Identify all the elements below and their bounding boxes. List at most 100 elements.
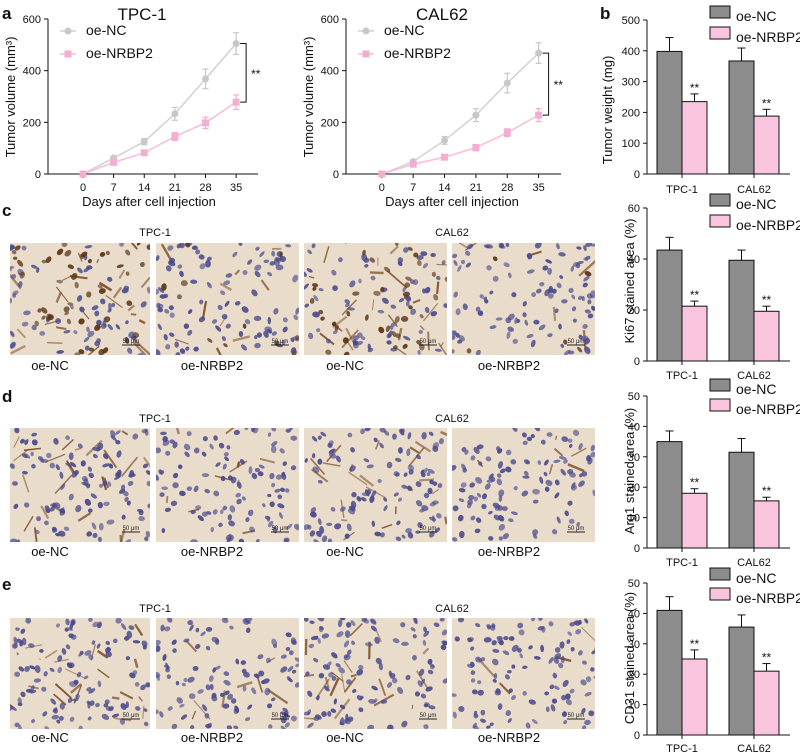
cell-nucleus (116, 264, 124, 269)
scale-bar-label: 50 μm (123, 713, 140, 719)
cell-nucleus (23, 439, 28, 445)
cell-nucleus (430, 253, 436, 258)
cell-nucleus (439, 618, 445, 622)
cell-nucleus (279, 448, 285, 454)
bar-chart-e: 0 10 20 30 40 50 ** ** (628, 567, 790, 742)
cell-nucleus (484, 483, 491, 490)
cell-nucleus (386, 681, 393, 688)
cell-nucleus (526, 436, 533, 442)
cell-nucleus (45, 256, 52, 263)
cell-nucleus (218, 442, 225, 449)
legend-swatch-nc (709, 193, 731, 207)
cell-nucleus (466, 348, 472, 354)
cell-nucleus (19, 438, 25, 444)
cell-nucleus (458, 487, 466, 493)
cell-nucleus (412, 634, 417, 639)
cell-nucleus (498, 243, 505, 249)
y-tick-label: 0 (333, 169, 339, 181)
micrograph-tissue (304, 243, 447, 355)
stain-strand (259, 457, 276, 464)
cell-nucleus (558, 323, 562, 330)
cell-nucleus (400, 316, 409, 322)
cell-nucleus (103, 501, 110, 507)
cell-nucleus (157, 307, 164, 313)
micrograph-layer: 50 μm 50 μm 50 μm 50 μm 50 μm 50 μm 50 μm 50 μm… (10, 243, 595, 729)
cell-nucleus (410, 627, 416, 632)
scale-bar-label: 50 μm (272, 526, 289, 532)
cell-nucleus (403, 472, 408, 477)
cell-nucleus (287, 666, 294, 672)
cell-nucleus (202, 436, 208, 442)
cell-nucleus (234, 300, 241, 306)
cell-nucleus (414, 691, 421, 697)
cell-nucleus (96, 621, 102, 629)
cell-nucleus (127, 480, 134, 486)
stain-strand (371, 299, 375, 311)
micro-e-group-cal62: CAL62 (435, 603, 469, 615)
cell-nucleus (22, 470, 28, 475)
cell-nucleus (550, 704, 556, 712)
cell-nucleus (462, 467, 467, 473)
cell-nucleus (97, 536, 102, 542)
cell-nucleus (364, 642, 373, 647)
cell-nucleus (363, 618, 370, 624)
stain-strand (130, 313, 137, 316)
cell-nucleus (532, 529, 539, 536)
cell-nucleus (10, 245, 16, 250)
stain-strand (350, 673, 357, 678)
stain-strand (16, 328, 26, 339)
cell-nucleus (524, 319, 529, 326)
cell-nucleus (230, 698, 237, 704)
cell-nucleus (179, 490, 186, 497)
cell-nucleus (321, 711, 327, 717)
cell-nucleus (156, 474, 160, 481)
cell-nucleus (315, 714, 322, 720)
cell-nucleus (587, 299, 592, 305)
cell-nucleus (385, 325, 390, 333)
x-tick-label: 35 (532, 182, 544, 194)
micrograph-d-3: 50 μm (452, 428, 595, 542)
y-tick-label: 200 (321, 117, 339, 129)
cell-nucleus (94, 324, 101, 331)
cell-nucleus (17, 259, 24, 267)
cell-nucleus (522, 690, 527, 696)
cell-nucleus (407, 531, 414, 539)
cell-nucleus (91, 640, 96, 645)
legend-marker (64, 50, 72, 58)
micro-c-caption-0: oe-NC (31, 358, 69, 373)
cell-nucleus (23, 310, 31, 316)
cell-nucleus (560, 468, 567, 476)
chart-a2-ylabel: Tumor volume (mm³) (301, 37, 316, 158)
cell-nucleus (295, 307, 299, 315)
legend-marker (362, 27, 370, 35)
micrograph-tissue (452, 428, 595, 542)
cell-nucleus (211, 636, 219, 643)
cell-nucleus (225, 273, 233, 278)
cell-nucleus (573, 620, 581, 626)
chart-a2-legend-nc: oe-NC (384, 22, 424, 38)
cell-nucleus (367, 347, 374, 353)
cell-nucleus (340, 506, 346, 512)
cell-nucleus (79, 306, 85, 313)
cell-nucleus (476, 444, 484, 450)
x-tick-label: 14 (438, 182, 450, 194)
cell-nucleus (528, 645, 533, 650)
cell-nucleus (267, 271, 273, 277)
y-tick-label: 0 (634, 730, 640, 742)
chart-a2-title: CAL62 (416, 5, 468, 24)
legend-marker (64, 27, 72, 35)
cell-nucleus (442, 640, 447, 646)
cell-nucleus (60, 483, 66, 490)
cell-nucleus (255, 538, 260, 542)
scale-bar-label: 50 μm (568, 713, 585, 719)
cell-nucleus (346, 622, 352, 628)
cell-nucleus (380, 532, 385, 538)
cell-nucleus (498, 536, 503, 541)
cell-nucleus (223, 452, 229, 457)
cell-nucleus (415, 500, 423, 507)
cell-nucleus (441, 260, 446, 265)
cell-nucleus (249, 526, 255, 533)
cell-nucleus (211, 695, 218, 702)
cell-nucleus (235, 492, 241, 498)
cell-nucleus (321, 633, 330, 639)
